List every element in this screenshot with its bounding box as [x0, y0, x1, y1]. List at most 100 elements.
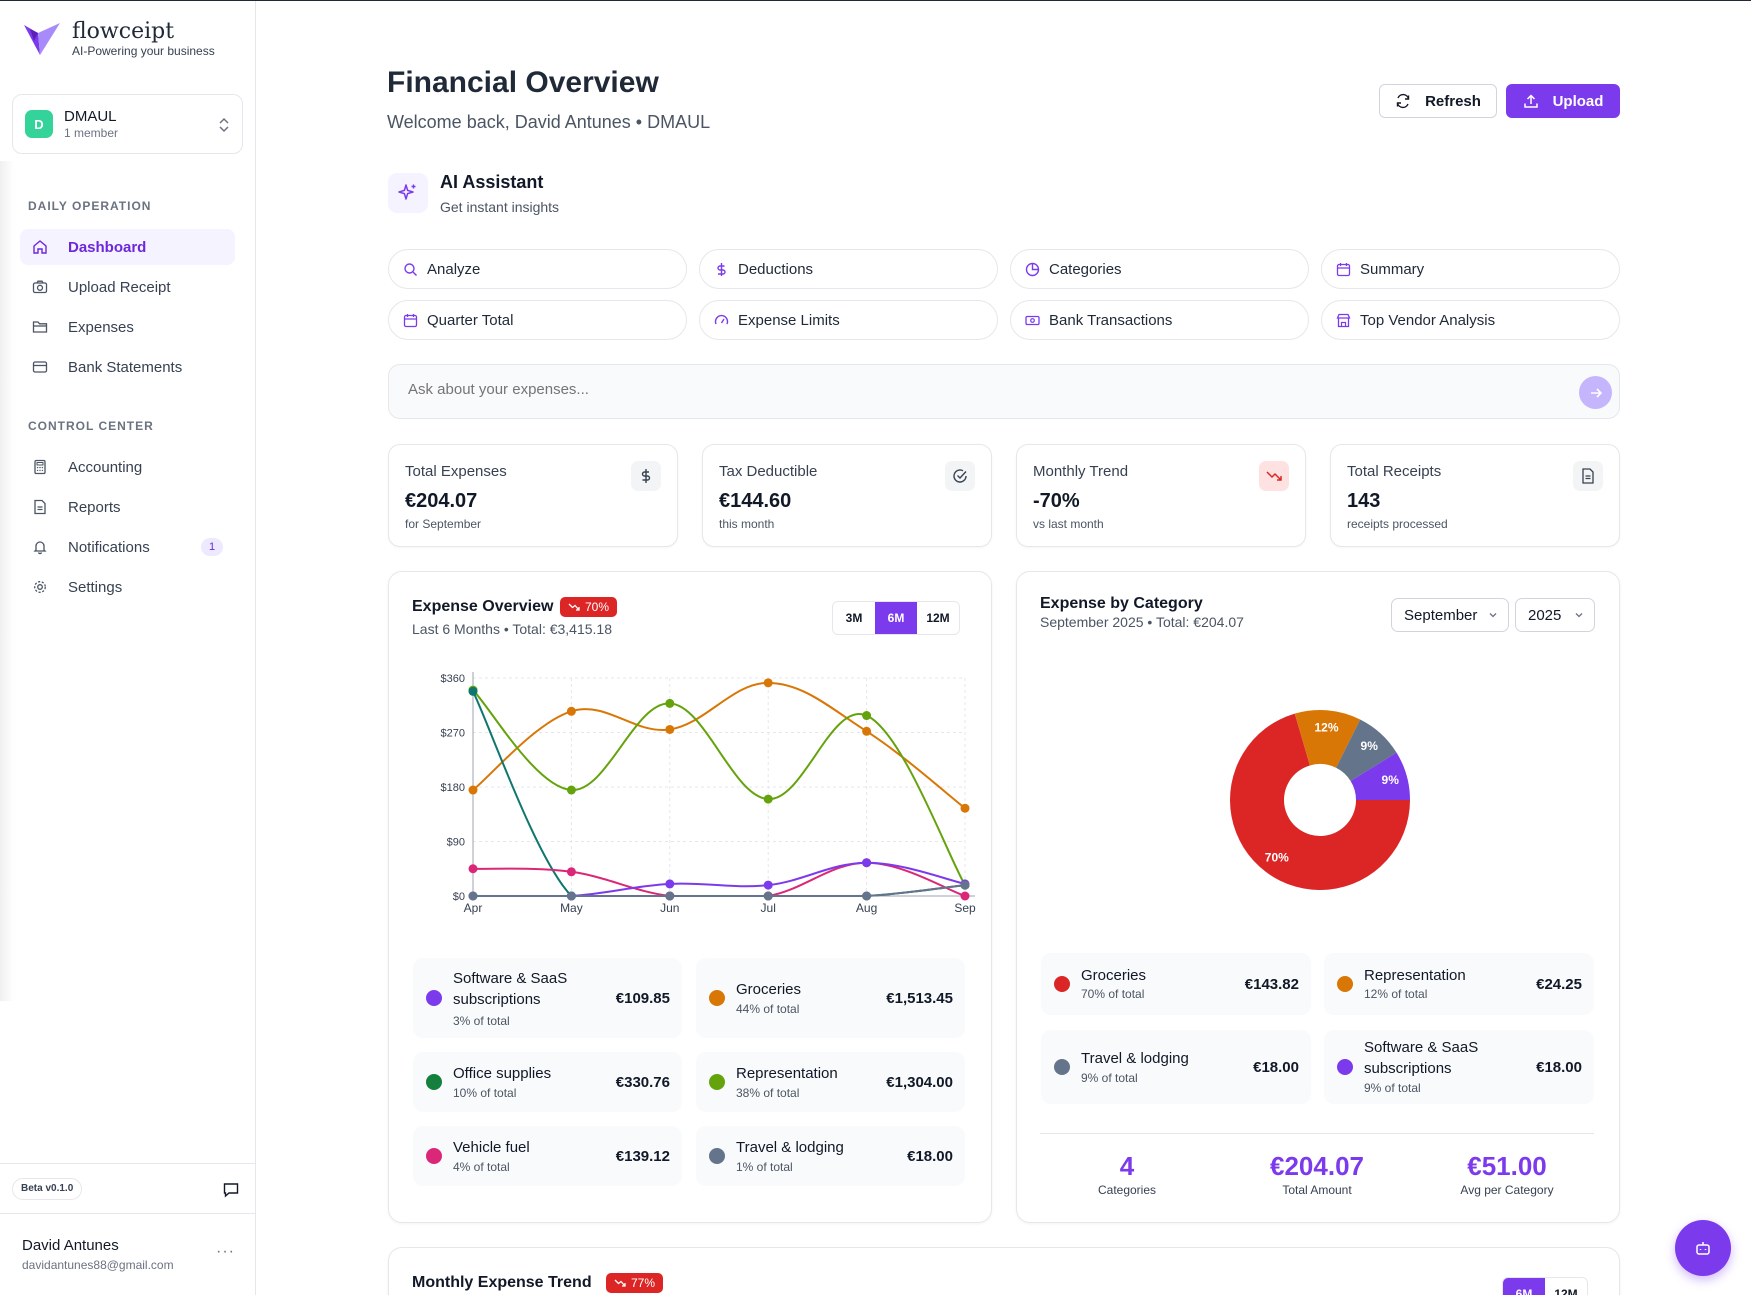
chip-categories[interactable]: Categories [1010, 249, 1309, 289]
legend-value: €330.76 [615, 1074, 670, 1091]
chip-deductions[interactable]: Deductions [699, 249, 998, 289]
refresh-icon [1396, 93, 1410, 109]
range-3m-button[interactable]: 3M [833, 602, 875, 634]
data-point-groceries[interactable] [763, 678, 773, 688]
category-pct: 12% of total [1364, 987, 1428, 1001]
legend-dot [426, 1148, 442, 1164]
ai-assistant-subtitle: Get instant insights [440, 199, 560, 215]
range-6m-button[interactable]: 6M [875, 602, 917, 634]
month-select[interactable]: September [1391, 598, 1509, 632]
data-point-groceries[interactable] [468, 785, 478, 795]
data-point-office-supplies[interactable] [468, 686, 478, 696]
data-point-travel-lodging[interactable] [763, 891, 773, 901]
category-dot [1054, 1059, 1070, 1075]
search-icon [404, 262, 417, 276]
legend-dot [709, 990, 725, 1006]
chip-summary[interactable]: Summary [1321, 249, 1620, 289]
stat-value: 143 [1347, 490, 1381, 512]
ask-box [388, 364, 1620, 419]
donut-slice-software-saas-subscriptions[interactable] [1350, 752, 1410, 800]
range-6m-button[interactable]: 6M [1503, 1278, 1545, 1295]
data-point-travel-lodging[interactable] [665, 891, 675, 901]
category-pct: 70% of total [1081, 987, 1145, 1001]
store-icon [1336, 313, 1351, 327]
sidebar-item-settings[interactable]: Settings [20, 569, 235, 605]
file-text-icon [1573, 461, 1603, 491]
data-point-travel-lodging[interactable] [566, 891, 576, 901]
brand[interactable]: flowceipt AI-Powering your business [22, 19, 215, 59]
divider [0, 1213, 256, 1214]
data-point-travel-lodging[interactable] [960, 880, 970, 890]
data-point-groceries[interactable] [566, 706, 576, 716]
year-select[interactable]: 2025 [1515, 598, 1595, 632]
data-point-representation[interactable] [862, 711, 872, 721]
data-point-groceries[interactable] [862, 726, 872, 736]
sidebar-item-accounting[interactable]: Accounting [20, 449, 235, 485]
category-name: Groceries [1081, 967, 1147, 984]
data-point-vehicle-fuel[interactable] [566, 867, 576, 877]
sidebar-item-label: Notifications [68, 538, 150, 556]
sidebar-item-expenses[interactable]: Expenses [20, 309, 235, 345]
trend-badge: 77% [606, 1273, 664, 1293]
chip-expense-limits[interactable]: Expense Limits [699, 300, 998, 340]
donut-slice-groceries[interactable] [1230, 713, 1410, 890]
upload-button[interactable]: Upload [1506, 84, 1620, 118]
org-switcher[interactable]: D DMAUL 1 member [12, 94, 243, 154]
data-point-travel-lodging[interactable] [468, 891, 478, 901]
chip-label: Quarter Total [427, 311, 514, 329]
legend-pct: 4% of total [453, 1160, 510, 1174]
send-button[interactable] [1579, 376, 1612, 409]
trend-badge-value: 70% [585, 600, 610, 614]
ask-input[interactable] [408, 381, 1508, 398]
assistant-bot-button[interactable] [1675, 1220, 1731, 1276]
x-tick-label: May [560, 901, 583, 915]
data-point-groceries[interactable] [665, 724, 675, 734]
donut-slice-representation[interactable] [1294, 710, 1361, 768]
data-point-software-saas-subscriptions[interactable] [665, 879, 675, 889]
org-members: 1 member [64, 125, 119, 140]
summary-categories-value: 4 [1119, 1151, 1135, 1181]
summary-total-label: Total Amount [1282, 1183, 1352, 1197]
data-point-representation[interactable] [763, 794, 773, 804]
sidebar-item-upload-receipt[interactable]: Upload Receipt [20, 269, 235, 305]
data-point-software-saas-subscriptions[interactable] [763, 880, 773, 890]
donut-slice-travel-lodging[interactable] [1336, 719, 1397, 782]
data-point-vehicle-fuel[interactable] [468, 864, 478, 874]
user-menu-button[interactable]: ··· [216, 1243, 235, 1260]
y-tick-label: $90 [447, 837, 465, 849]
upload-icon [1523, 94, 1538, 108]
sidebar-item-notifications[interactable]: Notifications 1 [20, 529, 235, 565]
chip-quarter-total[interactable]: Quarter Total [388, 300, 687, 340]
data-point-representation[interactable] [566, 785, 576, 795]
category-value: €143.82 [1244, 976, 1299, 993]
legend-name: Vehicle fuel [453, 1139, 530, 1156]
data-point-travel-lodging[interactable] [862, 891, 872, 901]
summary-categories-label: Categories [1097, 1183, 1157, 1197]
x-tick-label: Jul [761, 901, 776, 915]
sidebar-item-bank-statements[interactable]: Bank Statements [20, 349, 235, 385]
data-point-vehicle-fuel[interactable] [960, 891, 970, 901]
sidebar-item-dashboard[interactable]: Dashboard [20, 229, 235, 265]
summary-total-value: €204.07 [1270, 1151, 1364, 1181]
page-subtitle: Welcome back, David Antunes • DMAUL [387, 112, 711, 132]
sidebar-item-label: Reports [68, 498, 121, 516]
series-line-representation [472, 689, 966, 886]
chat-feedback-icon[interactable] [222, 1181, 240, 1199]
legend-pct: 10% of total [453, 1086, 517, 1100]
refresh-button[interactable]: Refresh [1379, 84, 1497, 118]
stat-value: -70% [1033, 490, 1080, 512]
chip-analyze[interactable]: Analyze [388, 249, 687, 289]
pie-icon [1025, 262, 1040, 276]
data-point-groceries[interactable] [960, 803, 970, 813]
chip-bank-transactions[interactable]: Bank Transactions [1010, 300, 1309, 340]
sidebar-item-reports[interactable]: Reports [20, 489, 235, 525]
range-12m-button[interactable]: 12M [917, 602, 959, 634]
range-12m-button[interactable]: 12M [1545, 1278, 1587, 1295]
legend-name: Representation [736, 1065, 838, 1082]
data-point-software-saas-subscriptions[interactable] [862, 858, 872, 868]
divider [0, 1163, 256, 1164]
expense-line-chart: $0 $90 $180 $270 $360 Apr May Jun Jul Aug Sep [441, 672, 976, 915]
data-point-representation[interactable] [665, 698, 675, 708]
chip-top-vendor-analysis[interactable]: Top Vendor Analysis [1321, 300, 1620, 340]
calendar-icon [403, 313, 418, 327]
